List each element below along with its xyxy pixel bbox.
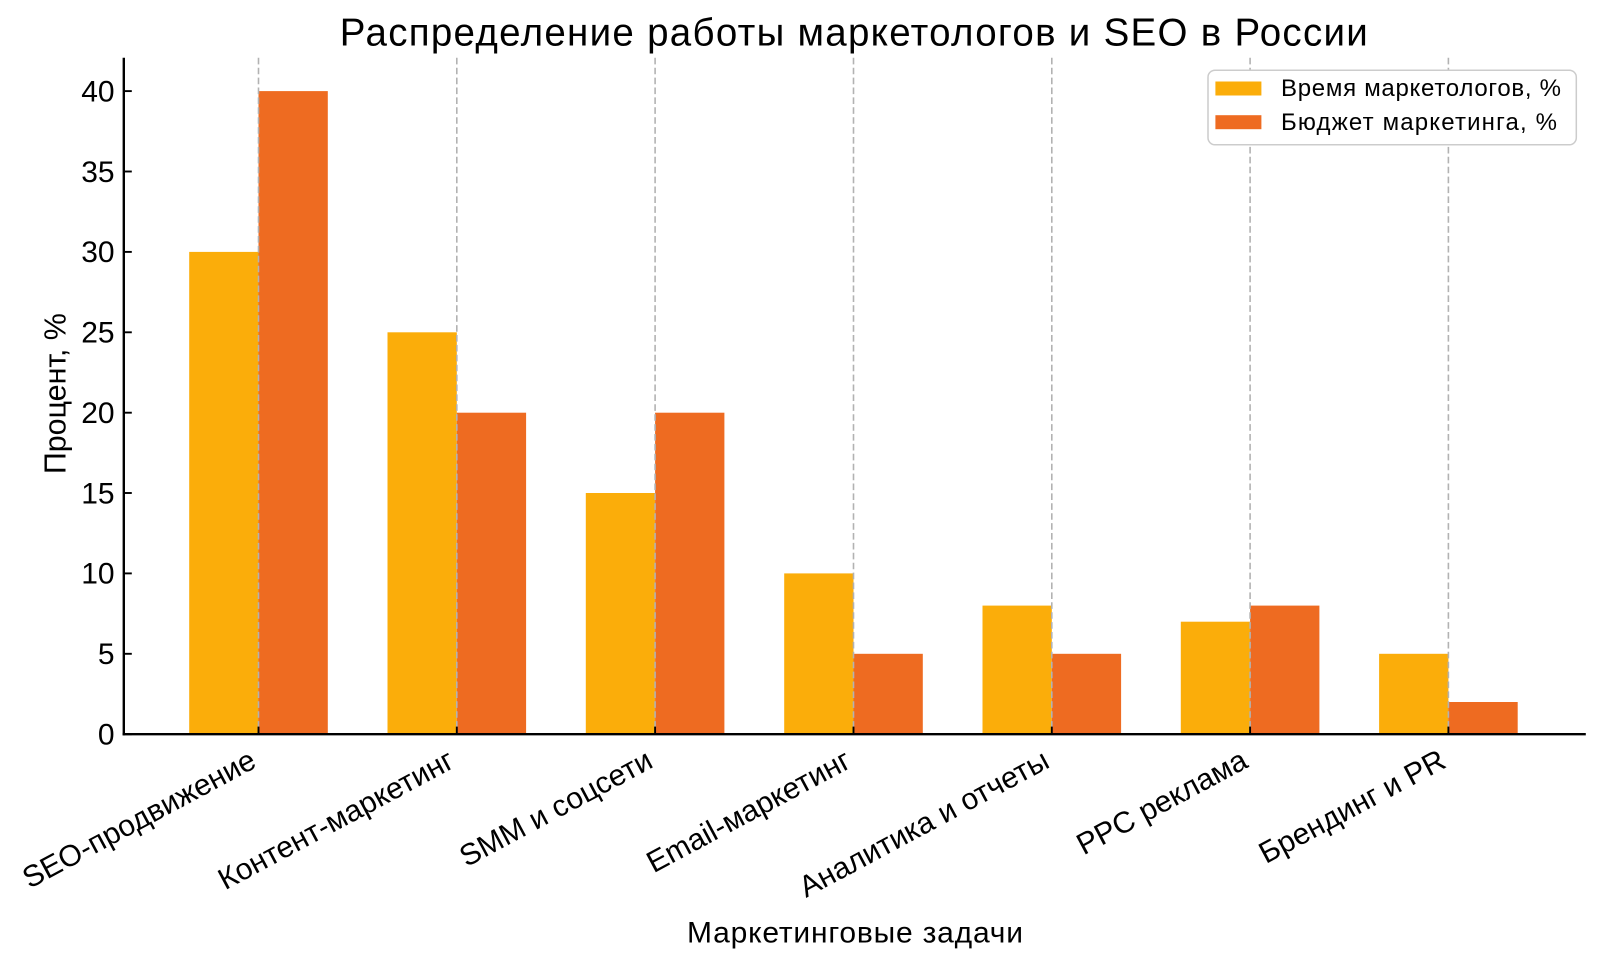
svg-text:Распределение работы маркетоло: Распределение работы маркетологов и SEO … <box>340 11 1368 54</box>
svg-text:PPC реклама: PPC реклама <box>1071 743 1253 861</box>
svg-text:Брендинг и PR: Брендинг и PR <box>1254 744 1452 871</box>
svg-text:SMM и соцсети: SMM и соцсети <box>454 744 658 874</box>
svg-text:20: 20 <box>81 397 114 430</box>
svg-text:25: 25 <box>81 317 114 350</box>
svg-text:Время маркетологов, %: Время маркетологов, % <box>1281 75 1561 102</box>
svg-text:0: 0 <box>98 719 115 752</box>
svg-text:Маркетинговые задачи: Маркетинговые задачи <box>687 917 1023 950</box>
svg-text:30: 30 <box>81 236 114 269</box>
svg-text:Бюджет маркетинга, %: Бюджет маркетинга, % <box>1281 109 1557 136</box>
svg-text:35: 35 <box>81 156 114 189</box>
svg-text:40: 40 <box>81 75 114 108</box>
svg-text:5: 5 <box>98 638 115 671</box>
svg-text:10: 10 <box>81 558 114 591</box>
svg-text:Процент, %: Процент, % <box>39 313 73 474</box>
svg-text:15: 15 <box>81 477 114 510</box>
